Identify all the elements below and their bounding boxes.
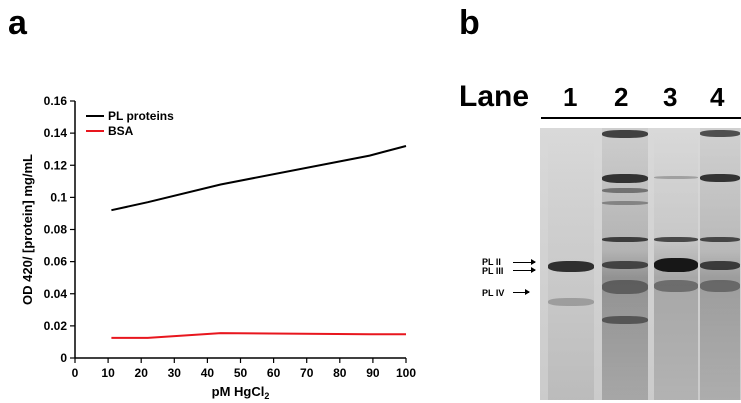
x-tick-label: 90 [366, 366, 380, 380]
gel-band [602, 201, 648, 205]
panel-label-b: b [459, 4, 480, 42]
gel-band [700, 130, 740, 137]
marker-arrow-pl-ii [513, 259, 536, 265]
gel-panel: Lane 1 2 3 4 PL II PL III PL IV [455, 80, 741, 403]
gel-band [548, 298, 594, 306]
lane-number-4: 4 [710, 82, 725, 112]
legend-entry-1: BSA [108, 124, 134, 138]
gel-band [602, 188, 648, 193]
lane-number-3: 3 [663, 82, 678, 112]
panel-label-a: a [8, 4, 27, 42]
gel-band [700, 237, 740, 242]
x-tick-label: 20 [135, 366, 149, 380]
x-tick-labels: 0 10 20 30 40 50 60 70 80 90 100 [72, 366, 417, 380]
gel-band [602, 130, 648, 138]
marker-arrow-pl-iv [513, 289, 530, 295]
gel-image [540, 128, 741, 400]
x-tick-label: 80 [333, 366, 347, 380]
gel-band [602, 237, 648, 242]
gel-band [654, 176, 698, 179]
gel-band [602, 316, 648, 324]
x-tick-label: 0 [72, 366, 79, 380]
marker-label-pl-iii: PL III [482, 266, 504, 276]
lane-number-2: 2 [614, 82, 629, 112]
y-axis-title: OD 420/ [protein] mg/mL [20, 154, 35, 305]
x-tick-label: 30 [168, 366, 182, 380]
gel-band [654, 280, 698, 292]
x-axis-title-subscript: 2 [264, 391, 269, 401]
y-tick-label: 0 [60, 351, 67, 365]
y-tick-label: 0.06 [44, 255, 68, 269]
x-tick-label: 50 [234, 366, 248, 380]
gel-lane-4 [700, 128, 740, 400]
gel-band [602, 280, 648, 294]
gel-lane-1 [548, 128, 594, 400]
series-line-0 [111, 145, 407, 212]
y-tick-label: 0.16 [44, 94, 68, 108]
y-tick-label: 0.12 [44, 158, 68, 172]
y-tick-labels: 0 0.02 0.04 0.06 0.08 0.1 0.12 0.14 0.16 [44, 94, 68, 365]
gel-band [654, 237, 698, 242]
x-tick-label: 60 [267, 366, 281, 380]
lane-number-1: 1 [563, 82, 578, 112]
y-tick-label: 0.08 [44, 223, 68, 237]
chart-axes [70, 100, 407, 363]
x-tick-label: 100 [396, 366, 416, 380]
gel-band [654, 258, 698, 272]
y-tick-label: 0.14 [44, 126, 68, 140]
y-tick-label: 0.02 [44, 319, 68, 333]
marker-label-pl-ii: PL II [482, 257, 501, 267]
gel-band [602, 174, 648, 183]
gel-band [548, 261, 594, 272]
x-tick-label: 70 [300, 366, 314, 380]
gel-band [602, 261, 648, 269]
gel-band [700, 174, 740, 182]
marker-arrow-pl-iii [513, 267, 536, 273]
gel-lane-3 [654, 128, 698, 400]
y-tick-label: 0.1 [50, 190, 67, 204]
y-tick-label: 0.04 [44, 287, 68, 301]
lane-title: Lane [459, 80, 530, 113]
x-axis-title: pM HgCl2 [212, 384, 270, 401]
marker-label-pl-iv: PL IV [482, 288, 505, 298]
series-line-1 [111, 332, 406, 339]
gel-lane-2 [602, 128, 648, 400]
x-tick-label: 10 [101, 366, 115, 380]
line-chart: 0 0.02 0.04 0.06 0.08 0.1 0.12 0.14 0.16 0 10 20 30… [20, 94, 417, 401]
gel-band [700, 261, 740, 270]
lane-underline [541, 117, 741, 119]
x-tick-label: 40 [201, 366, 215, 380]
gel-band [700, 280, 740, 292]
chart-series [111, 145, 407, 339]
legend-entry-0: PL proteins [108, 109, 174, 123]
